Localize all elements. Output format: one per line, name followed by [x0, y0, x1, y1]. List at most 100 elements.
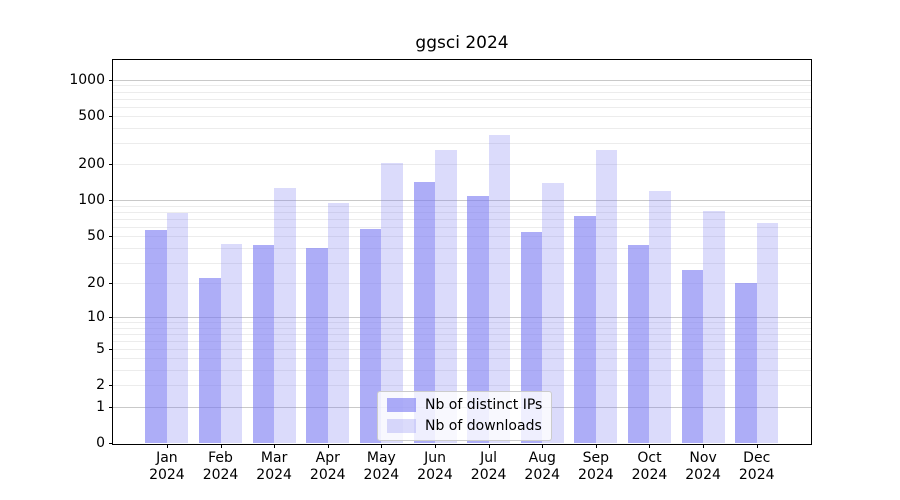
minor-gridline [113, 143, 811, 145]
minor-gridline [113, 236, 811, 238]
legend-swatch-downloads [387, 419, 416, 433]
minor-gridline [113, 218, 811, 220]
y-tick-mark [109, 348, 113, 350]
x-tick-month: Nov [689, 450, 717, 466]
x-tick-year: 2024 [738, 467, 775, 483]
bar-downloads-jun [435, 149, 457, 444]
y-tick-mark [109, 316, 113, 318]
x-tick-year: 2024 [363, 467, 400, 483]
minor-gridline [113, 98, 811, 100]
minor-gridline [113, 340, 811, 342]
bar-downloads-dec [756, 222, 779, 444]
bar-downloads-sep [595, 149, 618, 444]
bar-ips-aug [520, 232, 543, 444]
y-tick-label-10: 10 [87, 308, 105, 325]
bar-downloads-apr [327, 202, 350, 444]
bar-downloads-nov [703, 211, 725, 444]
x-tick-label-sep: Sep 2024 [564, 450, 628, 484]
x-tick-month: Feb [208, 450, 233, 466]
x-tick-year: 2024 [417, 467, 453, 483]
x-tick-month: May [366, 450, 396, 466]
minor-gridline [113, 370, 811, 372]
bar-ips-may [359, 228, 382, 444]
minor-gridline [113, 85, 811, 87]
x-tick-year: 2024 [470, 467, 507, 483]
bar-ips-apr [306, 247, 328, 444]
legend-item-downloads: Nb of downloads [387, 418, 542, 434]
chart-title: ggsci 2024 [415, 33, 509, 53]
y-tick-mark [109, 116, 113, 118]
x-tick-month: Sep [582, 450, 610, 466]
x-tick-label-jul: Jul 2024 [457, 450, 521, 484]
x-tick-mark [595, 444, 597, 448]
x-tick-year: 2024 [631, 467, 668, 483]
minor-gridline [113, 247, 811, 249]
minor-gridline [113, 116, 811, 118]
bar-ips-oct [627, 245, 650, 444]
minor-gridline [113, 322, 811, 323]
bar-ips-feb [199, 278, 221, 444]
y-tick-mark [109, 385, 113, 387]
bar-ips-jan [145, 229, 167, 444]
x-tick-mark [703, 444, 705, 448]
bar-ips-nov [681, 269, 704, 444]
bar-ips-dec [735, 283, 757, 444]
x-tick-year: 2024 [256, 467, 292, 483]
x-tick-mark [756, 444, 758, 448]
x-tick-mark [649, 444, 651, 448]
minor-gridline [113, 106, 811, 108]
legend-label-downloads: Nb of downloads [425, 418, 542, 434]
minor-gridline [113, 226, 811, 228]
y-tick-label-1: 1 [96, 398, 105, 415]
y-tick-label-200: 200 [78, 156, 105, 173]
bar-downloads-oct [649, 190, 671, 444]
bar-downloads-jul [488, 134, 511, 444]
y-tick-label-5: 5 [96, 340, 105, 357]
plot-area [112, 59, 812, 445]
x-tick-mark [166, 444, 168, 448]
x-tick-month: Oct [637, 450, 662, 466]
y-tick-label-0: 0 [96, 435, 105, 451]
y-tick-label-1000: 1000 [69, 71, 105, 88]
minor-gridline [113, 283, 811, 284]
y-tick-mark [109, 443, 113, 444]
x-tick-mark [488, 444, 490, 448]
bar-downloads-feb [220, 244, 243, 444]
bar-downloads-jan [166, 213, 189, 444]
y-tick-label-2: 2 [96, 377, 105, 394]
x-tick-mark [274, 444, 276, 448]
bar-ips-mar [252, 245, 275, 444]
y-tick-label-50: 50 [87, 228, 105, 245]
minor-gridline [113, 262, 811, 264]
y-tick-label-500: 500 [78, 108, 105, 125]
y-tick-mark [109, 283, 113, 284]
major-gridline [113, 316, 811, 318]
x-tick-month: Apr [315, 450, 340, 466]
x-tick-label-jan: Jan 2024 [135, 450, 199, 484]
x-tick-month: Jan [156, 450, 178, 466]
minor-gridline [113, 385, 811, 387]
bar-ips-jul [467, 195, 489, 444]
y-tick-label-20: 20 [87, 275, 105, 291]
x-tick-month: Aug [528, 450, 556, 466]
x-tick-month: Jul [480, 450, 498, 466]
x-tick-label-oct: Oct 2024 [617, 450, 681, 484]
x-tick-year: 2024 [149, 467, 185, 483]
bar-ips-jun [413, 181, 435, 444]
x-tick-label-aug: Aug 2024 [510, 450, 574, 484]
minor-gridline [113, 327, 811, 329]
x-tick-year: 2024 [578, 467, 614, 483]
x-tick-mark [327, 444, 329, 448]
x-tick-month: Dec [743, 450, 771, 466]
minor-gridline [113, 212, 811, 214]
x-tick-label-dec: Dec 2024 [725, 450, 789, 484]
legend-item-distinct-ips: Nb of distinct IPs [387, 397, 542, 413]
y-tick-mark [109, 200, 113, 202]
minor-gridline [113, 348, 811, 350]
y-tick-label-100: 100 [78, 192, 105, 209]
x-tick-label-nov: Nov 2024 [671, 450, 735, 484]
x-tick-year: 2024 [309, 467, 346, 483]
x-tick-label-feb: Feb 2024 [189, 450, 253, 484]
legend: Nb of distinct IPs Nb of downloads [377, 391, 553, 441]
